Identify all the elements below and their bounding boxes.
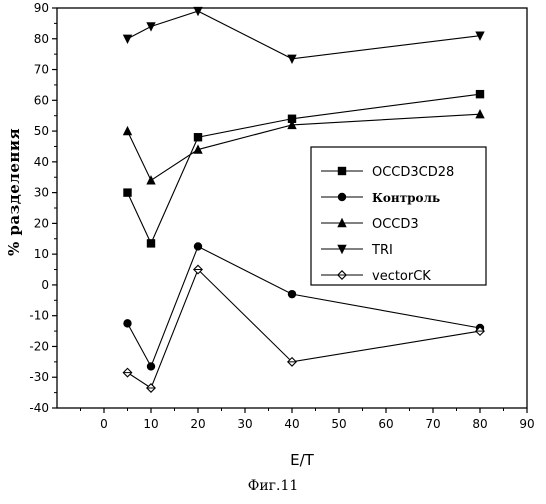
- y-tick-label: -20: [29, 339, 49, 353]
- y-tick-label: 40: [34, 155, 49, 169]
- x-axis-title: E/T: [290, 451, 315, 469]
- data-point: [146, 175, 155, 184]
- data-point: [147, 384, 155, 392]
- legend-label: vectorCK: [372, 269, 431, 284]
- legend-label: TRI: [371, 243, 393, 258]
- y-tick-label: 10: [34, 247, 49, 261]
- y-tick-label: 20: [34, 216, 49, 230]
- data-point: [146, 22, 155, 31]
- y-tick-label: 90: [34, 1, 49, 15]
- y-tick-label: -10: [29, 309, 49, 323]
- x-tick-label: 90: [519, 417, 534, 431]
- data-point: [475, 109, 484, 118]
- legend-label: Контроль: [372, 191, 440, 205]
- data-point: [123, 126, 132, 135]
- x-tick-label: 40: [284, 417, 299, 431]
- data-point: [123, 35, 132, 44]
- y-axis-title: % разделения: [5, 128, 23, 256]
- data-point: [288, 290, 296, 298]
- y-tick-label: -30: [29, 370, 49, 384]
- y-tick-label: 80: [34, 32, 49, 46]
- figure-caption: Фиг.11: [0, 478, 546, 494]
- series-3: [123, 7, 485, 64]
- y-tick-label: 0: [41, 278, 49, 292]
- data-point: [123, 319, 131, 327]
- legend: OCCD3CD28 Контроль OCCD3 TRI vectorCK: [311, 147, 486, 285]
- x-tick-label: 10: [143, 417, 158, 431]
- data-point: [287, 55, 296, 64]
- x-tick-label: 30: [237, 417, 252, 431]
- legend-marker: [338, 167, 346, 175]
- x-tick-label: 50: [331, 417, 346, 431]
- data-point: [147, 362, 155, 370]
- data-point: [476, 90, 484, 98]
- series-line: [128, 270, 481, 388]
- y-tick-label: -40: [29, 401, 49, 415]
- x-tick-label: 60: [378, 417, 393, 431]
- y-tick-label: 50: [34, 124, 49, 138]
- y-tick-label: 30: [34, 186, 49, 200]
- data-point: [123, 368, 131, 376]
- data-point: [194, 242, 202, 250]
- legend-label: OCCD3: [372, 217, 419, 232]
- data-point: [147, 239, 155, 247]
- legend-marker: [338, 193, 346, 201]
- x-tick-label: 20: [190, 417, 205, 431]
- legend-label: OCCD3CD28: [372, 165, 454, 180]
- x-tick-label: 80: [472, 417, 487, 431]
- data-point: [194, 133, 202, 141]
- y-tick-label: 70: [34, 63, 49, 77]
- data-point: [123, 188, 131, 196]
- x-tick-label: 70: [425, 417, 440, 431]
- series-line: [128, 11, 481, 59]
- y-tick-label: 60: [34, 93, 49, 107]
- x-tick-label: 0: [100, 417, 108, 431]
